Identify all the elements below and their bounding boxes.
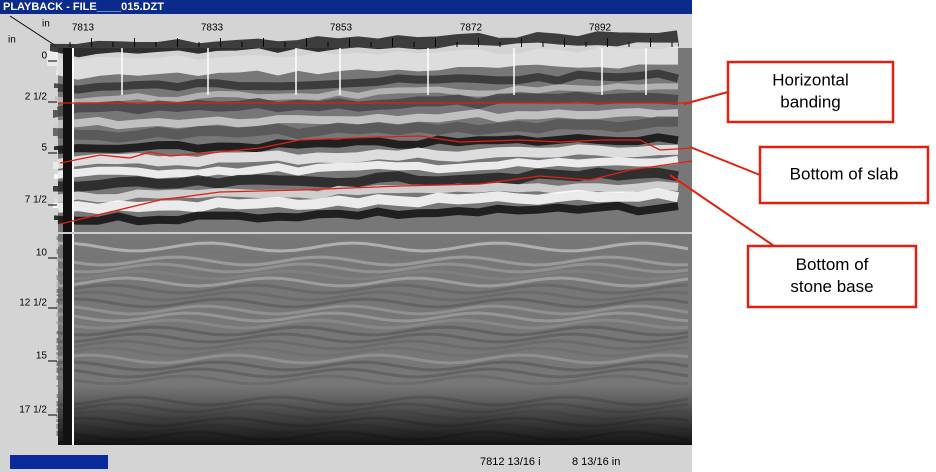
radargram xyxy=(47,30,692,445)
callout-box xyxy=(758,145,930,205)
ruler-corner-diagonal xyxy=(9,15,57,47)
callout-box xyxy=(746,244,918,309)
title-text: PLAYBACK - FILE____015.DZT xyxy=(3,1,164,13)
callout-arrows xyxy=(669,91,781,251)
y-tick-label: 5 xyxy=(41,143,47,154)
x-tick-label: 7813 xyxy=(72,23,95,34)
stone-base-line xyxy=(59,160,693,225)
callout-text: Horizontal xyxy=(772,70,849,89)
x-tick-label: 7853 xyxy=(330,23,353,34)
callout-text: Bottom of slab xyxy=(790,164,899,183)
x-tick-label: 7892 xyxy=(589,23,612,34)
callout-text: stone base xyxy=(790,277,873,296)
status-position: 7812 13/16 i xyxy=(480,456,541,468)
left-unit: in xyxy=(8,35,16,46)
y-tick-label: 10 xyxy=(36,248,48,259)
y-tick-label: 15 xyxy=(36,351,48,362)
callouts: Horizontal banding Bottom of slab Bottom of… xyxy=(669,60,930,309)
y-tick-label: 17 1/2 xyxy=(19,405,47,416)
progress-bar xyxy=(10,455,108,469)
callout-box xyxy=(726,60,895,124)
left-ruler xyxy=(0,48,58,445)
title-bar xyxy=(0,0,692,14)
y-tick-label: 7 1/2 xyxy=(25,195,48,206)
y-tick-label: 0 xyxy=(41,51,47,62)
callout-text: banding xyxy=(780,92,841,111)
x-tick-label: 7833 xyxy=(201,23,224,34)
top-unit: in xyxy=(42,19,50,30)
radar-fade xyxy=(58,48,692,445)
overlay-lines xyxy=(58,102,693,225)
status-depth: 8 13/16 in xyxy=(572,456,620,468)
y-tick-label: 12 1/2 xyxy=(19,298,47,309)
y-tick-label: 2 1/2 xyxy=(25,92,48,103)
slab-line xyxy=(59,135,693,164)
scan-start xyxy=(63,48,72,445)
status-bar xyxy=(0,445,692,472)
x-tick-label: 7872 xyxy=(460,23,483,34)
callout-text: Bottom of xyxy=(796,255,869,274)
